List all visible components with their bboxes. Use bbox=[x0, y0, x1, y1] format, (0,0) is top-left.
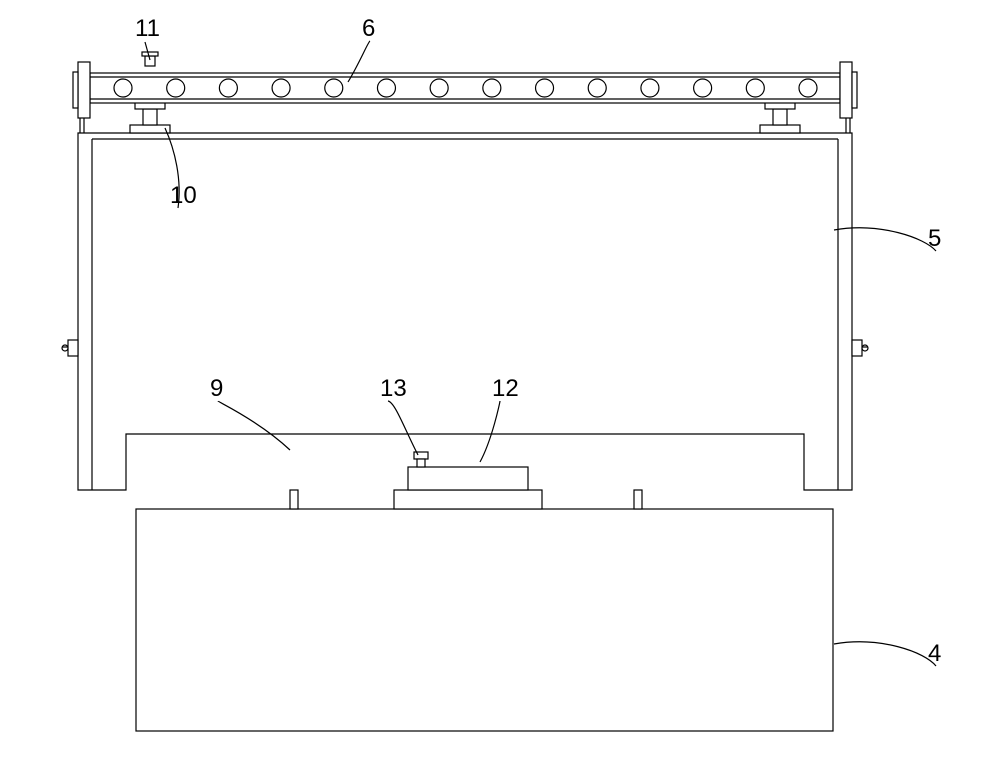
part-9-support-0 bbox=[290, 490, 298, 509]
part-6-hole-8 bbox=[536, 79, 554, 97]
label-10: 10 bbox=[170, 182, 197, 210]
part-6-hole-6 bbox=[430, 79, 448, 97]
part-6-hole-2 bbox=[219, 79, 237, 97]
part-6-endcap-right bbox=[840, 62, 852, 118]
side-clip-pin-0 bbox=[62, 345, 68, 351]
part-9-support-1 bbox=[634, 490, 642, 509]
side-clip-pin-1 bbox=[862, 345, 868, 351]
part-12-disc bbox=[408, 467, 528, 490]
part-6-hole-12 bbox=[746, 79, 764, 97]
part-12-baseplate bbox=[394, 490, 542, 509]
label-4: 4 bbox=[928, 640, 941, 668]
part-11-pin-head bbox=[142, 52, 158, 56]
label-12: 12 bbox=[492, 375, 519, 403]
part-6-hole-0 bbox=[114, 79, 132, 97]
part-6-hole-11 bbox=[694, 79, 712, 97]
part-11-pin bbox=[145, 56, 155, 66]
part-6-hole-9 bbox=[588, 79, 606, 97]
side-clip-body-1 bbox=[852, 340, 862, 356]
label-11: 11 bbox=[135, 15, 160, 43]
part-6-hole-1 bbox=[167, 79, 185, 97]
part-6-hole-3 bbox=[272, 79, 290, 97]
part-10-pedestal-base-1 bbox=[760, 125, 800, 133]
label-4-leader bbox=[834, 642, 936, 666]
part-6-hole-4 bbox=[325, 79, 343, 97]
part-6-hole-7 bbox=[483, 79, 501, 97]
part-6-hole-13 bbox=[799, 79, 817, 97]
part-10-pedestal-stem-1 bbox=[773, 109, 787, 125]
side-clip-body-0 bbox=[68, 340, 78, 356]
label-9: 9 bbox=[210, 375, 223, 403]
part-13-bolt-stem bbox=[417, 459, 425, 467]
part-6-hole-5 bbox=[377, 79, 395, 97]
part-10-pedestal-base-0 bbox=[130, 125, 170, 133]
part-6-endcap-left bbox=[78, 62, 90, 118]
label-13: 13 bbox=[380, 375, 407, 403]
part-4-base bbox=[136, 509, 833, 731]
part-6-hole-10 bbox=[641, 79, 659, 97]
part-13-bolt-head bbox=[414, 452, 428, 459]
label-5: 5 bbox=[928, 225, 941, 253]
part-10-pedestal-stem-0 bbox=[143, 109, 157, 125]
label-6: 6 bbox=[362, 15, 375, 43]
